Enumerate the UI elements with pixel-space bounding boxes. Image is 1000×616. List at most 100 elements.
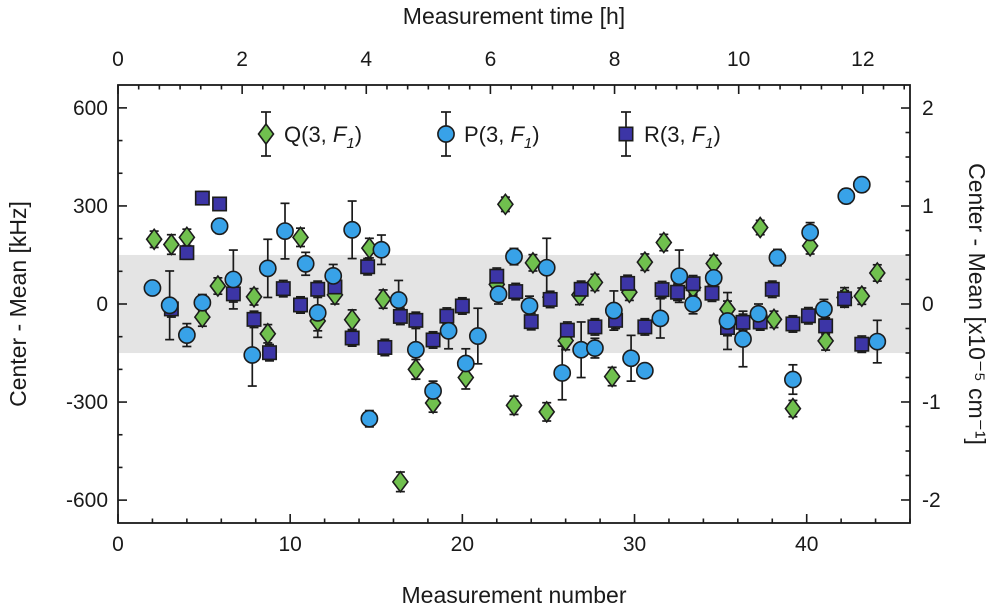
p-data-point xyxy=(734,330,752,348)
r-data-point xyxy=(735,314,751,330)
q-data-point xyxy=(868,261,886,285)
p-data-point xyxy=(143,279,162,297)
r-data-point xyxy=(670,284,686,300)
p-data-point xyxy=(784,370,802,389)
q-data-point xyxy=(496,192,514,216)
x-tick-label: 10 xyxy=(278,533,301,556)
r-data-point xyxy=(523,314,539,330)
q-data-point xyxy=(178,225,196,249)
r-data-point xyxy=(654,282,670,298)
p-data-point xyxy=(258,259,277,278)
p-data-point xyxy=(243,346,262,364)
p-data-point xyxy=(193,293,212,312)
r-data-point xyxy=(854,336,870,352)
r-data-point xyxy=(508,284,524,300)
sigma-band xyxy=(119,254,909,354)
r-data-point xyxy=(246,311,262,327)
p-data-point xyxy=(670,267,689,286)
p-data-point xyxy=(324,266,343,285)
p-data-point xyxy=(837,187,856,206)
wn-tick-label: -1 xyxy=(922,391,941,414)
legend: Q(3, F1) P(3, F1) R(3, F1) xyxy=(257,111,721,157)
p-data-point xyxy=(801,223,820,242)
q-data-point xyxy=(853,284,871,308)
q-data-point xyxy=(603,365,621,388)
q-data-point xyxy=(391,470,409,494)
q-data-point xyxy=(257,122,275,146)
p-data-point xyxy=(437,125,455,143)
y-tick-label: -300 xyxy=(66,391,108,414)
q-data-point xyxy=(751,216,769,239)
legend-label-r: R(3, F1) xyxy=(644,122,721,152)
r-data-point xyxy=(620,275,636,291)
p-data-point xyxy=(439,321,458,340)
r-data-point xyxy=(360,259,376,275)
r-data-point xyxy=(439,308,455,324)
p-data-point xyxy=(343,220,362,239)
q-data-point xyxy=(636,250,654,274)
plot-border xyxy=(117,84,911,524)
legend-label-p: P(3, F1) xyxy=(464,122,540,152)
time-tick-label: 4 xyxy=(360,48,372,71)
p-data-point xyxy=(406,340,425,359)
r-data-point xyxy=(392,308,408,324)
p-data-point xyxy=(177,326,196,344)
p-data-point xyxy=(360,409,379,428)
q-data-point xyxy=(505,393,523,417)
r-data-point xyxy=(489,268,505,284)
r-data-point xyxy=(310,281,326,297)
p-data-point xyxy=(852,175,871,194)
r-data-point xyxy=(785,316,801,332)
r-data-point xyxy=(573,281,589,297)
r-data-point xyxy=(637,319,653,335)
legend-item-p: P(3, F1) xyxy=(437,111,540,157)
p-data-point xyxy=(718,312,737,330)
r-data-point xyxy=(275,281,291,297)
time-tick-label: 0 xyxy=(112,48,124,71)
p-data-point xyxy=(537,258,556,277)
q-data-point xyxy=(162,233,180,256)
bottom-axis-title: Measurement number xyxy=(402,582,627,608)
x-tick-label: 0 xyxy=(112,533,124,556)
wn-tick-label: 2 xyxy=(922,97,934,120)
left-axis-title: Center - Mean [kHz] xyxy=(5,201,31,407)
q-data-point xyxy=(817,329,835,353)
r-data-point xyxy=(800,308,816,324)
q-data-point xyxy=(292,225,310,249)
marker-layer xyxy=(143,175,887,494)
q-data-point xyxy=(245,285,263,309)
r-data-point xyxy=(212,196,228,212)
r-data-point xyxy=(618,126,634,142)
p-data-point xyxy=(389,291,408,309)
p-data-point xyxy=(308,303,327,322)
time-tick-label: 8 xyxy=(609,48,621,71)
r-data-point xyxy=(685,276,701,292)
y-tick-label: 300 xyxy=(73,195,108,218)
p-data-point xyxy=(704,268,723,287)
q-data-point xyxy=(193,305,211,329)
r-data-point xyxy=(225,286,241,302)
r-data-point xyxy=(262,345,278,361)
p-data-point xyxy=(868,332,887,351)
q-data-point xyxy=(343,308,361,332)
x-tick-label: 20 xyxy=(451,533,474,556)
r-data-point xyxy=(293,297,309,313)
r-data-point xyxy=(344,330,360,346)
p-data-point xyxy=(815,300,833,319)
p-data-point xyxy=(224,270,243,289)
r-data-point xyxy=(454,298,470,314)
r-data-point xyxy=(704,285,720,301)
p-data-point xyxy=(604,301,623,320)
right-axis-title: Center - Mean [x10⁻⁵ cm⁻¹] xyxy=(964,163,990,445)
legend-label-q: Q(3, F1) xyxy=(284,122,362,152)
p-data-point xyxy=(635,361,654,380)
q-data-point xyxy=(145,227,163,251)
p-data-point xyxy=(276,222,294,241)
p-data-point xyxy=(749,304,768,323)
time-tick-label: 10 xyxy=(727,48,750,71)
p-data-point xyxy=(586,339,604,358)
p-data-point xyxy=(505,247,523,266)
r-data-point xyxy=(587,319,603,335)
y-tick-label: 600 xyxy=(73,97,108,120)
